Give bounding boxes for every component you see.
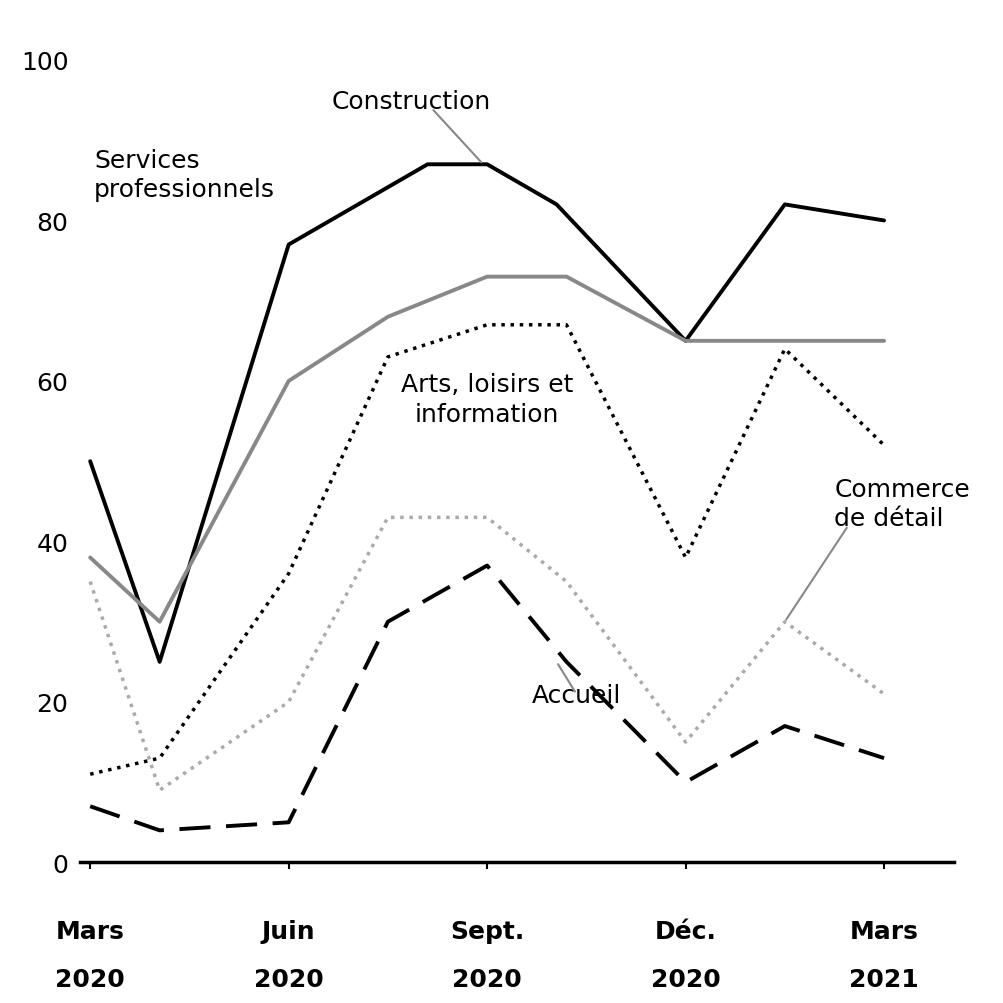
Text: 2020: 2020	[451, 967, 522, 991]
Text: Commerce
de détail: Commerce de détail	[833, 477, 969, 531]
Text: Construction: Construction	[332, 90, 490, 114]
Text: Juin: Juin	[262, 919, 315, 943]
Text: Mars: Mars	[56, 919, 124, 943]
Text: Mars: Mars	[849, 919, 918, 943]
Text: 2020: 2020	[650, 967, 720, 991]
Text: Déc.: Déc.	[654, 919, 716, 943]
Text: 2020: 2020	[254, 967, 323, 991]
Text: Sept.: Sept.	[449, 919, 524, 943]
Text: Services
professionnels: Services professionnels	[94, 148, 275, 203]
Text: Arts, loisirs et
information: Arts, loisirs et information	[400, 373, 573, 426]
Text: 2021: 2021	[849, 967, 918, 991]
Text: 2020: 2020	[55, 967, 125, 991]
Text: Accueil: Accueil	[532, 683, 621, 707]
